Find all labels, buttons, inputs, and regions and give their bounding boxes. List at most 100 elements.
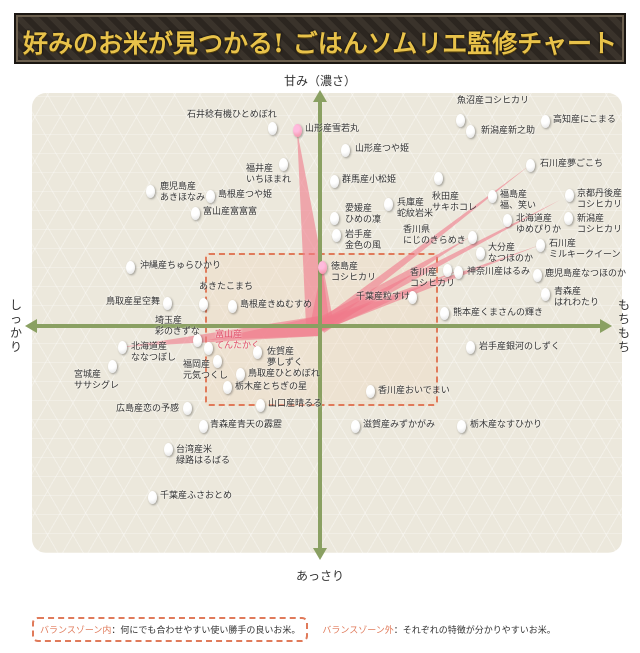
- rice-label: 香川産おいでまい: [378, 386, 450, 396]
- rice-grain-icon: [204, 342, 213, 355]
- rice-label: 神奈川産はるみ: [467, 267, 531, 277]
- rice-label: 山形産つや姫: [355, 144, 410, 154]
- rice-grain-icon: [466, 341, 475, 354]
- rice-label: 佐賀産 夢しずく: [267, 347, 303, 368]
- rice-grain-icon: [541, 115, 550, 128]
- rice-grain-icon: [236, 368, 245, 381]
- rice-label: 大分産 なつほのか: [488, 243, 534, 264]
- rice-grain-icon: [434, 172, 443, 185]
- axis-label-right: もちもち: [617, 298, 630, 354]
- rice-label: 福岡産 元気つくし: [183, 360, 229, 381]
- rice-grain-icon: [279, 158, 288, 171]
- rice-label: 新潟産 コシヒカリ: [577, 214, 623, 235]
- axis-label-top: 甘み（濃さ）: [283, 74, 356, 88]
- legend-out-key: バランスゾーン外: [322, 626, 394, 636]
- rice-grain-icon: [126, 261, 135, 274]
- rice-grain-icon: [256, 399, 265, 412]
- rice-label: 京都丹後産 コシヒカリ: [577, 189, 623, 210]
- rice-grain-icon: [332, 229, 341, 242]
- rice-label: 鹿児島産 あきほなみ: [160, 182, 206, 203]
- rice-label: 宮城産 ササシグレ: [74, 370, 120, 391]
- rice-label: 滋賀産みずかがみ: [363, 420, 436, 430]
- rice-grain-icon: [440, 307, 449, 320]
- rice-label: 愛媛産 ひめの凜: [345, 204, 382, 225]
- rice-label: 兵庫産 蛇紋岩米: [397, 198, 434, 219]
- rice-grain-icon: [330, 212, 339, 225]
- rice-grain-icon: [199, 298, 208, 311]
- rice-label: 秋田産 サキホコレ: [432, 192, 478, 213]
- rice-grain-icon: [536, 239, 545, 252]
- rice-grain-icon: [213, 355, 222, 368]
- rice-grain-icon: [503, 214, 512, 227]
- rice-label: 富山産富富富: [203, 207, 258, 217]
- rice-label: 魚沼産コシヒカリ: [457, 96, 530, 106]
- legend-out-zone: バランスゾーン外：それぞれの特徴が分かりやすいお米。: [322, 623, 555, 636]
- rice-label: 熊本産くまさんの輝き: [453, 308, 544, 318]
- rice-label: 島根産つや姫: [218, 190, 273, 200]
- rice-grain-icon: [384, 198, 393, 211]
- rice-grain-icon: [223, 381, 232, 394]
- rice-grain-icon: [199, 420, 208, 433]
- rice-label: 千葉産粒すけ: [356, 292, 411, 302]
- rice-grain-icon: [456, 114, 465, 127]
- rice-label: 鳥取産星空舞: [106, 297, 161, 307]
- rice-label: 千葉産ふさおとめ: [160, 491, 233, 501]
- rice-label: 栃木産とちぎの星: [235, 382, 308, 392]
- rice-grain-icon: [564, 212, 573, 225]
- page-title: 好みのお米が見つかる! ごはんソムリエ監修チャート: [23, 29, 617, 58]
- rice-grain-icon: [541, 288, 550, 301]
- rice-grain-icon: [163, 297, 172, 310]
- rice-label: 岩手産銀河のしずく: [479, 342, 560, 352]
- y-axis-arrow-down: [313, 548, 327, 560]
- rice-grain-icon: [443, 264, 452, 277]
- rice-grain-icon: [466, 125, 475, 138]
- rice-grain-icon: [366, 385, 375, 398]
- rice-label: 山形産雪若丸: [305, 124, 360, 134]
- highlight-ray: [297, 130, 334, 328]
- rice-grain-icon: [191, 207, 200, 220]
- legend-in-text: ：何にでも合わせやすい使い勝手の良いお米。: [111, 626, 301, 636]
- rice-label: 石川産 ミルキークイーン: [549, 239, 621, 260]
- rice-grain-icon: [330, 175, 339, 188]
- rice-label: 鹿児島産なつほのか: [545, 269, 627, 279]
- rice-label: 青森産青天の霹靂: [210, 420, 283, 430]
- y-axis-arrow-up: [313, 90, 327, 102]
- rice-label: 台湾産米 緑路はるばる: [176, 445, 231, 466]
- rice-label: 鳥取産ひとめぼれ: [248, 369, 320, 379]
- rice-label: 沖縄産ちゅらひかり: [140, 261, 222, 271]
- legend-in-zone: バランスゾーン内：何にでも合わせやすい使い勝手の良いお米。: [32, 617, 309, 642]
- rice-grain-icon: [253, 346, 262, 359]
- rice-grain-icon: [565, 189, 574, 202]
- highlight-ray: [317, 200, 560, 331]
- rice-grain-icon: [146, 185, 155, 198]
- rice-grain-icon: [488, 190, 497, 203]
- rice-grain-icon: [118, 341, 127, 354]
- rice-grain-icon: [351, 420, 360, 433]
- highlight-ray: [122, 316, 322, 347]
- rice-grain-icon: [108, 360, 117, 373]
- rice-grain-icon: [206, 190, 215, 203]
- rice-label: 富山産 てんたかく: [215, 330, 261, 351]
- rice-grain-icon: [526, 159, 535, 172]
- rice-grain-icon: [148, 491, 157, 504]
- rice-grain-icon: [183, 402, 192, 415]
- legend-in-key: バランスゾーン内: [40, 626, 112, 636]
- rice-label: 高知産にこまる: [553, 115, 616, 125]
- highlight-ray: [318, 245, 540, 331]
- rice-label: あきたこまち: [199, 282, 254, 292]
- x-axis-arrow-right: [600, 319, 612, 333]
- rice-label: 新潟産新之助: [481, 126, 536, 136]
- rice-grain-icon: [408, 291, 417, 304]
- rice-label: 群馬産小松姫: [342, 175, 397, 185]
- axis-label-bottom: あっさり: [295, 569, 344, 583]
- rice-label: 山口産晴るる: [268, 399, 323, 409]
- rice-label: 香川産 コシヒカリ: [410, 268, 456, 289]
- rice-label: 栃木産なすひかり: [470, 420, 543, 430]
- title-banner: 好みのお米が見つかる! ごはんソムリエ監修チャート: [14, 13, 626, 64]
- axis-label-left: しっかり: [9, 298, 22, 354]
- rice-grain-icon: [457, 420, 466, 433]
- rice-label: 石井稔有機ひとめぼれ: [187, 110, 277, 120]
- rice-grain-icon: [228, 300, 237, 313]
- highlight-ray: [316, 165, 530, 330]
